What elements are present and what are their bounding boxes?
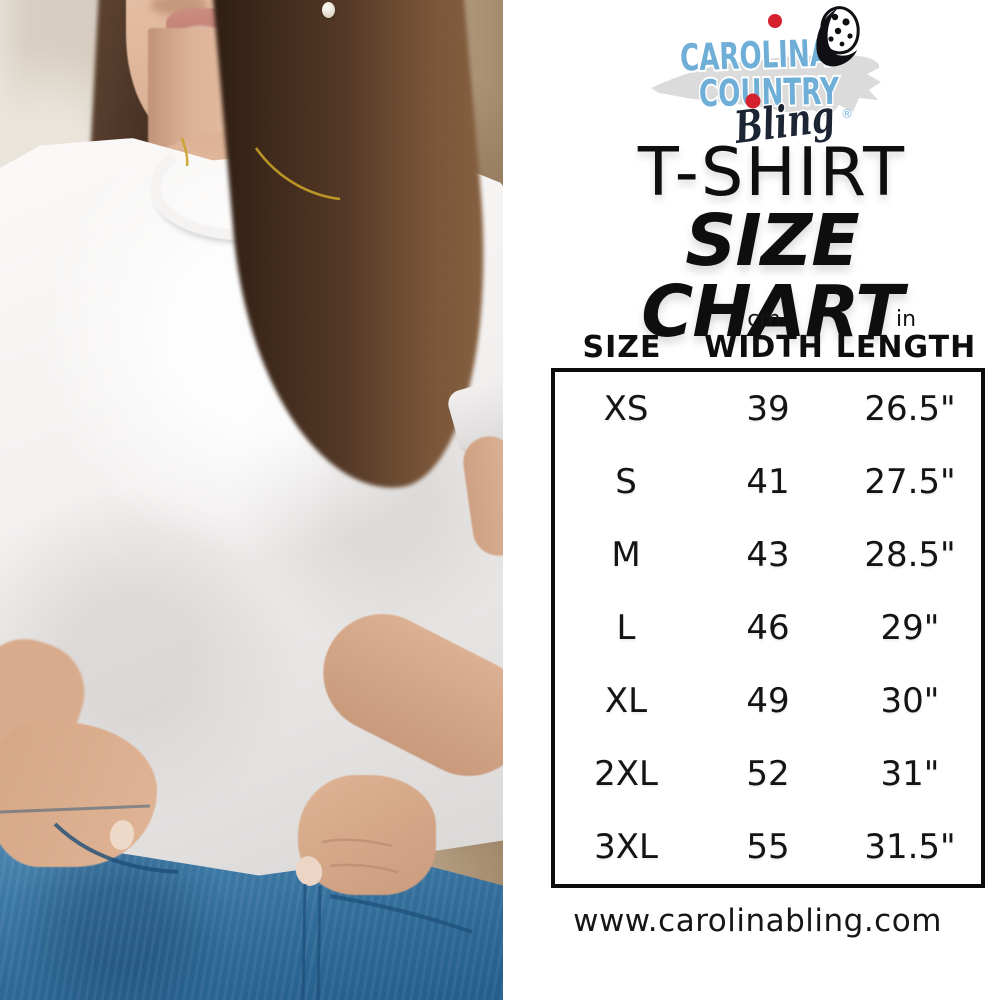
length-cell: 28.5" xyxy=(864,534,956,575)
length-cell: 30" xyxy=(880,681,940,722)
size-cell: 2XL xyxy=(594,754,658,795)
header-col-size: SIZE xyxy=(551,302,693,364)
size-table-header: SIZE cm WIDTH in LENGTH xyxy=(551,302,977,364)
length-cell: 27.5" xyxy=(864,461,956,502)
header-col-width: cm WIDTH xyxy=(693,302,835,364)
width-cell: 49 xyxy=(746,681,790,722)
cowboy-hat-icon xyxy=(816,6,860,67)
pearl-earring xyxy=(322,2,335,18)
registered-mark: ® xyxy=(841,107,853,121)
size-cell: XS xyxy=(603,388,649,429)
header-length-label: LENGTH xyxy=(835,330,977,365)
ladybug-dot-top xyxy=(768,14,782,28)
length-cell: 29" xyxy=(880,607,940,648)
model-photo xyxy=(0,0,503,1000)
length-cell: 31" xyxy=(880,754,940,795)
website-url: www.carolinabling.com xyxy=(573,903,942,939)
size-cell: M xyxy=(611,534,641,575)
photo-detail-lines xyxy=(0,137,473,1000)
width-cell: 43 xyxy=(746,534,790,575)
nc-map-silhouette xyxy=(651,55,881,118)
size-cell: XL xyxy=(604,681,648,722)
ladybug-dot-bottom xyxy=(745,93,761,109)
brand-logo: CAROLINA COUNTRY Bling ® xyxy=(651,6,881,148)
width-cell: 55 xyxy=(746,827,790,868)
header-col-length: in LENGTH xyxy=(835,302,977,364)
brand-word-carolina: CAROLINA xyxy=(679,31,831,79)
width-cell: 39 xyxy=(746,388,790,429)
size-cell: S xyxy=(615,461,637,502)
chart-title: SIZE CHART xyxy=(641,199,903,353)
width-cell: 46 xyxy=(746,607,790,648)
header-size-label: SIZE xyxy=(582,330,662,365)
width-unit-label: cm xyxy=(747,306,781,332)
length-cell: 26.5" xyxy=(864,388,956,429)
size-cell: L xyxy=(616,607,636,648)
header-width-label: WIDTH xyxy=(704,330,824,365)
product-title: T-SHIRT xyxy=(637,133,907,211)
length-unit-label: in xyxy=(895,306,917,332)
width-cell: 52 xyxy=(746,754,790,795)
size-cell: 3XL xyxy=(594,827,658,868)
width-cell: 41 xyxy=(746,461,790,502)
size-table: XS 39 26.5" S 41 27.5" M 43 28.5" L 46 2… xyxy=(551,368,985,888)
length-cell: 31.5" xyxy=(864,827,956,868)
brand-word-country: COUNTRY xyxy=(699,70,841,115)
